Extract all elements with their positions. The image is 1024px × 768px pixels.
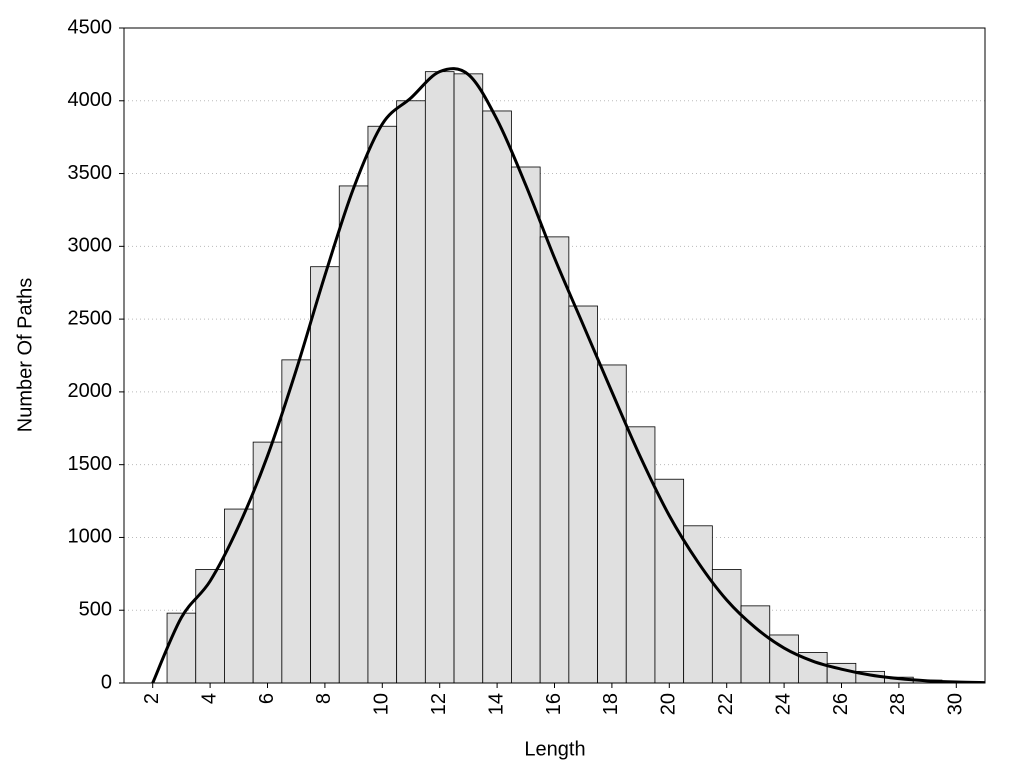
plot-frame bbox=[123, 27, 986, 684]
bar bbox=[166, 612, 197, 684]
y-tick-label: 500 bbox=[79, 599, 112, 621]
y-axis-label: Number Of Paths bbox=[14, 278, 36, 433]
y-tick-label: 3000 bbox=[68, 235, 113, 257]
x-tick-label: 12 bbox=[428, 693, 450, 715]
x-tick-label: 20 bbox=[658, 693, 680, 715]
x-tick-label: 28 bbox=[887, 693, 909, 715]
bar bbox=[568, 305, 598, 684]
bar bbox=[281, 359, 311, 684]
bar bbox=[625, 426, 656, 684]
x-tick-label: 14 bbox=[485, 693, 507, 715]
bar bbox=[224, 508, 254, 684]
x-axis-label: Length bbox=[524, 738, 585, 760]
bar bbox=[396, 100, 426, 684]
y-tick-label: 2000 bbox=[68, 380, 113, 402]
y-tick-label: 3500 bbox=[68, 162, 113, 184]
x-tick-label: 16 bbox=[543, 693, 565, 715]
bar bbox=[310, 266, 340, 684]
x-tick-label: 8 bbox=[313, 693, 335, 704]
x-tick-label: 2 bbox=[141, 693, 163, 704]
bar bbox=[482, 110, 512, 684]
y-tick-label: 0 bbox=[101, 671, 112, 693]
y-tick-label: 2500 bbox=[68, 307, 113, 329]
x-tick-label: 30 bbox=[945, 693, 967, 715]
x-tick-label: 18 bbox=[600, 693, 622, 715]
bar bbox=[539, 236, 570, 684]
bar bbox=[511, 166, 541, 684]
x-tick-label: 4 bbox=[198, 693, 220, 704]
x-tick-label: 24 bbox=[772, 693, 794, 715]
y-tick-label: 1500 bbox=[68, 453, 113, 475]
x-tick-label: 26 bbox=[830, 693, 852, 715]
density-curve bbox=[151, 67, 985, 683]
bar bbox=[654, 478, 685, 684]
y-tick-label: 1000 bbox=[68, 526, 113, 548]
bar bbox=[195, 569, 225, 684]
bar bbox=[424, 71, 455, 684]
x-tick-label: 22 bbox=[715, 693, 737, 715]
bar bbox=[453, 73, 484, 684]
bar bbox=[338, 185, 369, 684]
bar bbox=[367, 125, 398, 684]
y-tick-label: 4000 bbox=[68, 89, 113, 111]
x-tick-label: 10 bbox=[371, 693, 393, 715]
x-tick-label: 6 bbox=[256, 693, 278, 704]
y-tick-label: 4500 bbox=[68, 16, 113, 38]
